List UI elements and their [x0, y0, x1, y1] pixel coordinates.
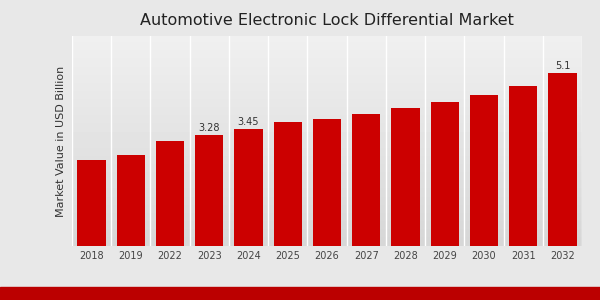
Title: Automotive Electronic Lock Differential Market: Automotive Electronic Lock Differential … [140, 13, 514, 28]
Bar [274, 122, 302, 246]
Bar [156, 141, 184, 246]
Bar [391, 108, 419, 246]
Bar [548, 73, 577, 246]
Text: 3.28: 3.28 [199, 122, 220, 133]
Bar [235, 129, 263, 246]
Text: 3.45: 3.45 [238, 117, 259, 127]
Bar [313, 119, 341, 246]
Bar [470, 95, 498, 246]
Text: 5.1: 5.1 [554, 61, 570, 71]
Bar [431, 102, 459, 246]
Bar [77, 160, 106, 246]
Bar [352, 114, 380, 246]
Bar [117, 155, 145, 246]
Y-axis label: Market Value in USD Billion: Market Value in USD Billion [56, 65, 67, 217]
Bar [195, 135, 223, 246]
Bar [509, 86, 537, 246]
